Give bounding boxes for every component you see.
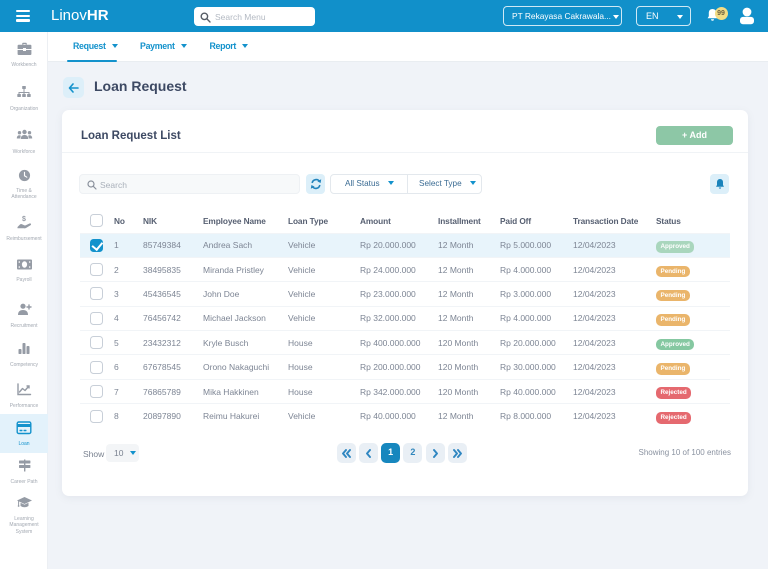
svg-text:$: $ [22, 216, 26, 223]
